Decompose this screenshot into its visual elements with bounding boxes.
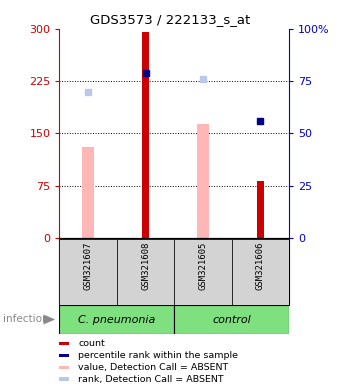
Bar — [59, 366, 69, 369]
FancyBboxPatch shape — [117, 239, 174, 305]
FancyBboxPatch shape — [232, 239, 289, 305]
Text: count: count — [78, 339, 105, 348]
FancyBboxPatch shape — [59, 305, 174, 334]
Text: percentile rank within the sample: percentile rank within the sample — [78, 351, 238, 360]
Polygon shape — [44, 314, 55, 324]
Bar — [59, 342, 69, 346]
Text: control: control — [212, 314, 251, 325]
Bar — [82, 147, 95, 238]
Bar — [59, 377, 69, 381]
Text: GSM321606: GSM321606 — [256, 241, 265, 290]
Text: C. pneumonia: C. pneumonia — [78, 314, 156, 325]
Text: value, Detection Call = ABSENT: value, Detection Call = ABSENT — [78, 363, 228, 372]
Text: rank, Detection Call = ABSENT: rank, Detection Call = ABSENT — [78, 374, 224, 384]
FancyBboxPatch shape — [59, 239, 117, 305]
Text: infection: infection — [3, 314, 49, 324]
FancyBboxPatch shape — [174, 305, 289, 334]
Bar — [257, 181, 264, 238]
Text: GSM321605: GSM321605 — [199, 241, 207, 290]
Bar — [142, 32, 149, 238]
Text: GSM321607: GSM321607 — [84, 241, 93, 290]
Text: GSM321608: GSM321608 — [141, 241, 150, 290]
FancyBboxPatch shape — [174, 239, 232, 305]
Text: GDS3573 / 222133_s_at: GDS3573 / 222133_s_at — [90, 13, 250, 26]
Bar — [59, 354, 69, 357]
Bar — [197, 124, 209, 238]
